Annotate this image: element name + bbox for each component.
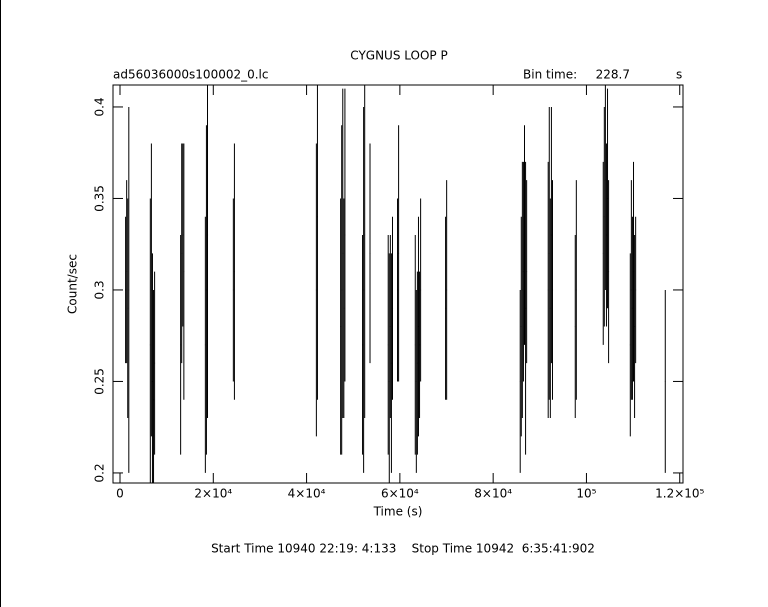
error-bar xyxy=(415,289,417,473)
error-bar xyxy=(446,180,448,400)
error-bar xyxy=(416,271,418,455)
error-bar xyxy=(205,125,207,455)
y-tick-label: 0.25 xyxy=(93,368,107,395)
error-bar xyxy=(363,106,365,473)
error-bar xyxy=(233,143,235,400)
error-bar xyxy=(150,143,152,437)
y-tick-label: 0.4 xyxy=(93,97,107,116)
error-bar xyxy=(341,125,343,455)
error-bar xyxy=(603,106,605,327)
error-bar xyxy=(153,289,155,483)
error-bar xyxy=(417,216,420,437)
error-bar xyxy=(154,271,156,455)
error-bar xyxy=(364,85,366,419)
bin-time-unit: s xyxy=(676,68,682,82)
error-bar xyxy=(128,106,130,473)
error-bar xyxy=(149,198,151,483)
error-bar xyxy=(420,198,422,382)
error-bar xyxy=(520,216,522,437)
error-bar xyxy=(635,216,637,364)
plot-frame xyxy=(112,84,684,484)
error-bar xyxy=(547,161,549,419)
error-bar xyxy=(232,198,234,382)
error-bar xyxy=(521,161,523,419)
x-tick-label: 4×10⁴ xyxy=(288,487,326,501)
error-bar xyxy=(419,271,421,419)
x-tick-label: 8×10⁴ xyxy=(474,487,512,501)
x-axis-label: Time (s) xyxy=(373,505,423,519)
x-tick-label: 1.2×10⁵ xyxy=(655,487,704,501)
error-bar xyxy=(151,253,153,483)
error-bar xyxy=(388,253,390,483)
y-tick-label: 0.3 xyxy=(93,280,107,299)
error-bar xyxy=(525,161,527,455)
error-bar xyxy=(605,143,607,327)
error-bar xyxy=(183,143,185,400)
y-tick-label: 0.2 xyxy=(93,463,107,482)
error-bar xyxy=(181,143,183,364)
error-bar xyxy=(389,235,391,419)
error-bar xyxy=(344,88,346,382)
error-bar xyxy=(316,85,318,400)
bin-time-value: 228.7 xyxy=(596,68,630,82)
chart-title: CYGNUS LOOP P xyxy=(350,49,447,63)
error-bar xyxy=(127,198,129,419)
error-bar xyxy=(634,235,636,419)
error-bar xyxy=(398,125,400,382)
error-bar xyxy=(549,198,551,419)
y-axis-label: Count/sec xyxy=(66,254,80,314)
error-bar xyxy=(390,253,392,473)
error-bar xyxy=(445,216,447,400)
file-name: ad56036000s100002_0.lc xyxy=(113,68,269,82)
error-bar xyxy=(340,198,342,455)
x-tick-label: 6×10⁴ xyxy=(381,487,419,501)
error-bar xyxy=(369,143,371,364)
error-bar xyxy=(391,216,394,400)
error-bar xyxy=(632,161,635,382)
error-bar xyxy=(630,180,632,400)
error-bar xyxy=(206,85,209,419)
error-bar xyxy=(550,106,552,364)
error-bar xyxy=(548,106,550,400)
error-bar xyxy=(519,289,521,473)
error-bar xyxy=(522,161,524,382)
error-bar xyxy=(387,235,389,455)
error-bar xyxy=(125,216,127,364)
error-bar xyxy=(574,235,576,419)
error-bar xyxy=(182,143,184,327)
error-bar xyxy=(631,216,633,400)
error-bar xyxy=(523,125,526,345)
footer: Start Time 10940 22:19: 4:133 Stop Time … xyxy=(211,542,595,556)
error-bar xyxy=(664,289,666,473)
error-bar xyxy=(126,180,128,364)
error-bar xyxy=(526,180,528,364)
y-tick-label: 0.35 xyxy=(93,185,107,212)
error-bar xyxy=(397,198,399,382)
error-bar xyxy=(608,180,610,364)
bin-time-label: Bin time: xyxy=(523,68,577,82)
error-bar xyxy=(602,161,604,345)
error-bar xyxy=(606,88,609,309)
error-bar xyxy=(604,85,606,290)
error-bar xyxy=(629,253,631,437)
error-bar xyxy=(204,216,206,473)
error-bar xyxy=(343,198,345,419)
error-bar xyxy=(362,235,364,455)
error-bar xyxy=(551,180,554,400)
x-tick-label: 10⁵ xyxy=(576,487,596,501)
error-bar xyxy=(315,143,317,437)
error-bar xyxy=(575,180,577,400)
error-bar xyxy=(180,235,182,455)
x-tick-label: 2×10⁴ xyxy=(194,487,232,501)
x-tick-label: 0 xyxy=(116,487,124,501)
error-bar xyxy=(342,88,344,419)
error-bar xyxy=(414,235,416,455)
